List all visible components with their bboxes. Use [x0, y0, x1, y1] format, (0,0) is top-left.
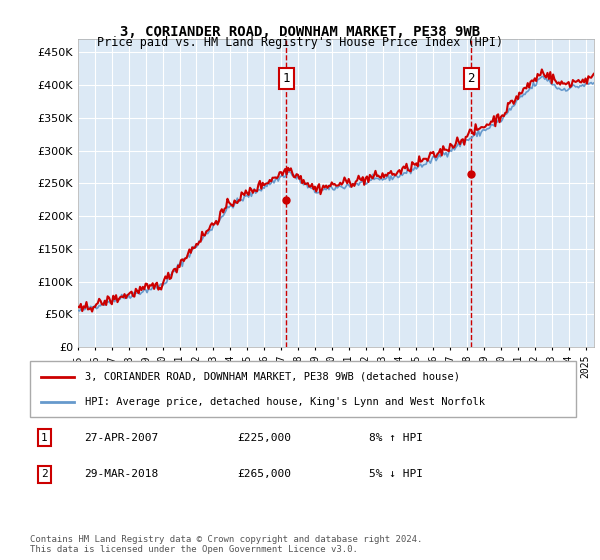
FancyBboxPatch shape: [30, 361, 576, 417]
Text: 5% ↓ HPI: 5% ↓ HPI: [368, 469, 422, 479]
Text: £265,000: £265,000: [238, 469, 292, 479]
Text: 3, CORIANDER ROAD, DOWNHAM MARKET, PE38 9WB: 3, CORIANDER ROAD, DOWNHAM MARKET, PE38 …: [120, 25, 480, 39]
Text: 2: 2: [41, 469, 47, 479]
Text: 27-APR-2007: 27-APR-2007: [85, 432, 159, 442]
Text: £225,000: £225,000: [238, 432, 292, 442]
Text: 29-MAR-2018: 29-MAR-2018: [85, 469, 159, 479]
Text: 8% ↑ HPI: 8% ↑ HPI: [368, 432, 422, 442]
Text: 1: 1: [41, 432, 47, 442]
Text: 1: 1: [283, 72, 290, 85]
Text: 3, CORIANDER ROAD, DOWNHAM MARKET, PE38 9WB (detached house): 3, CORIANDER ROAD, DOWNHAM MARKET, PE38 …: [85, 372, 460, 382]
Text: Contains HM Land Registry data © Crown copyright and database right 2024.
This d: Contains HM Land Registry data © Crown c…: [30, 535, 422, 554]
Text: Price paid vs. HM Land Registry's House Price Index (HPI): Price paid vs. HM Land Registry's House …: [97, 36, 503, 49]
Text: HPI: Average price, detached house, King's Lynn and West Norfolk: HPI: Average price, detached house, King…: [85, 396, 485, 407]
Text: 2: 2: [467, 72, 475, 85]
